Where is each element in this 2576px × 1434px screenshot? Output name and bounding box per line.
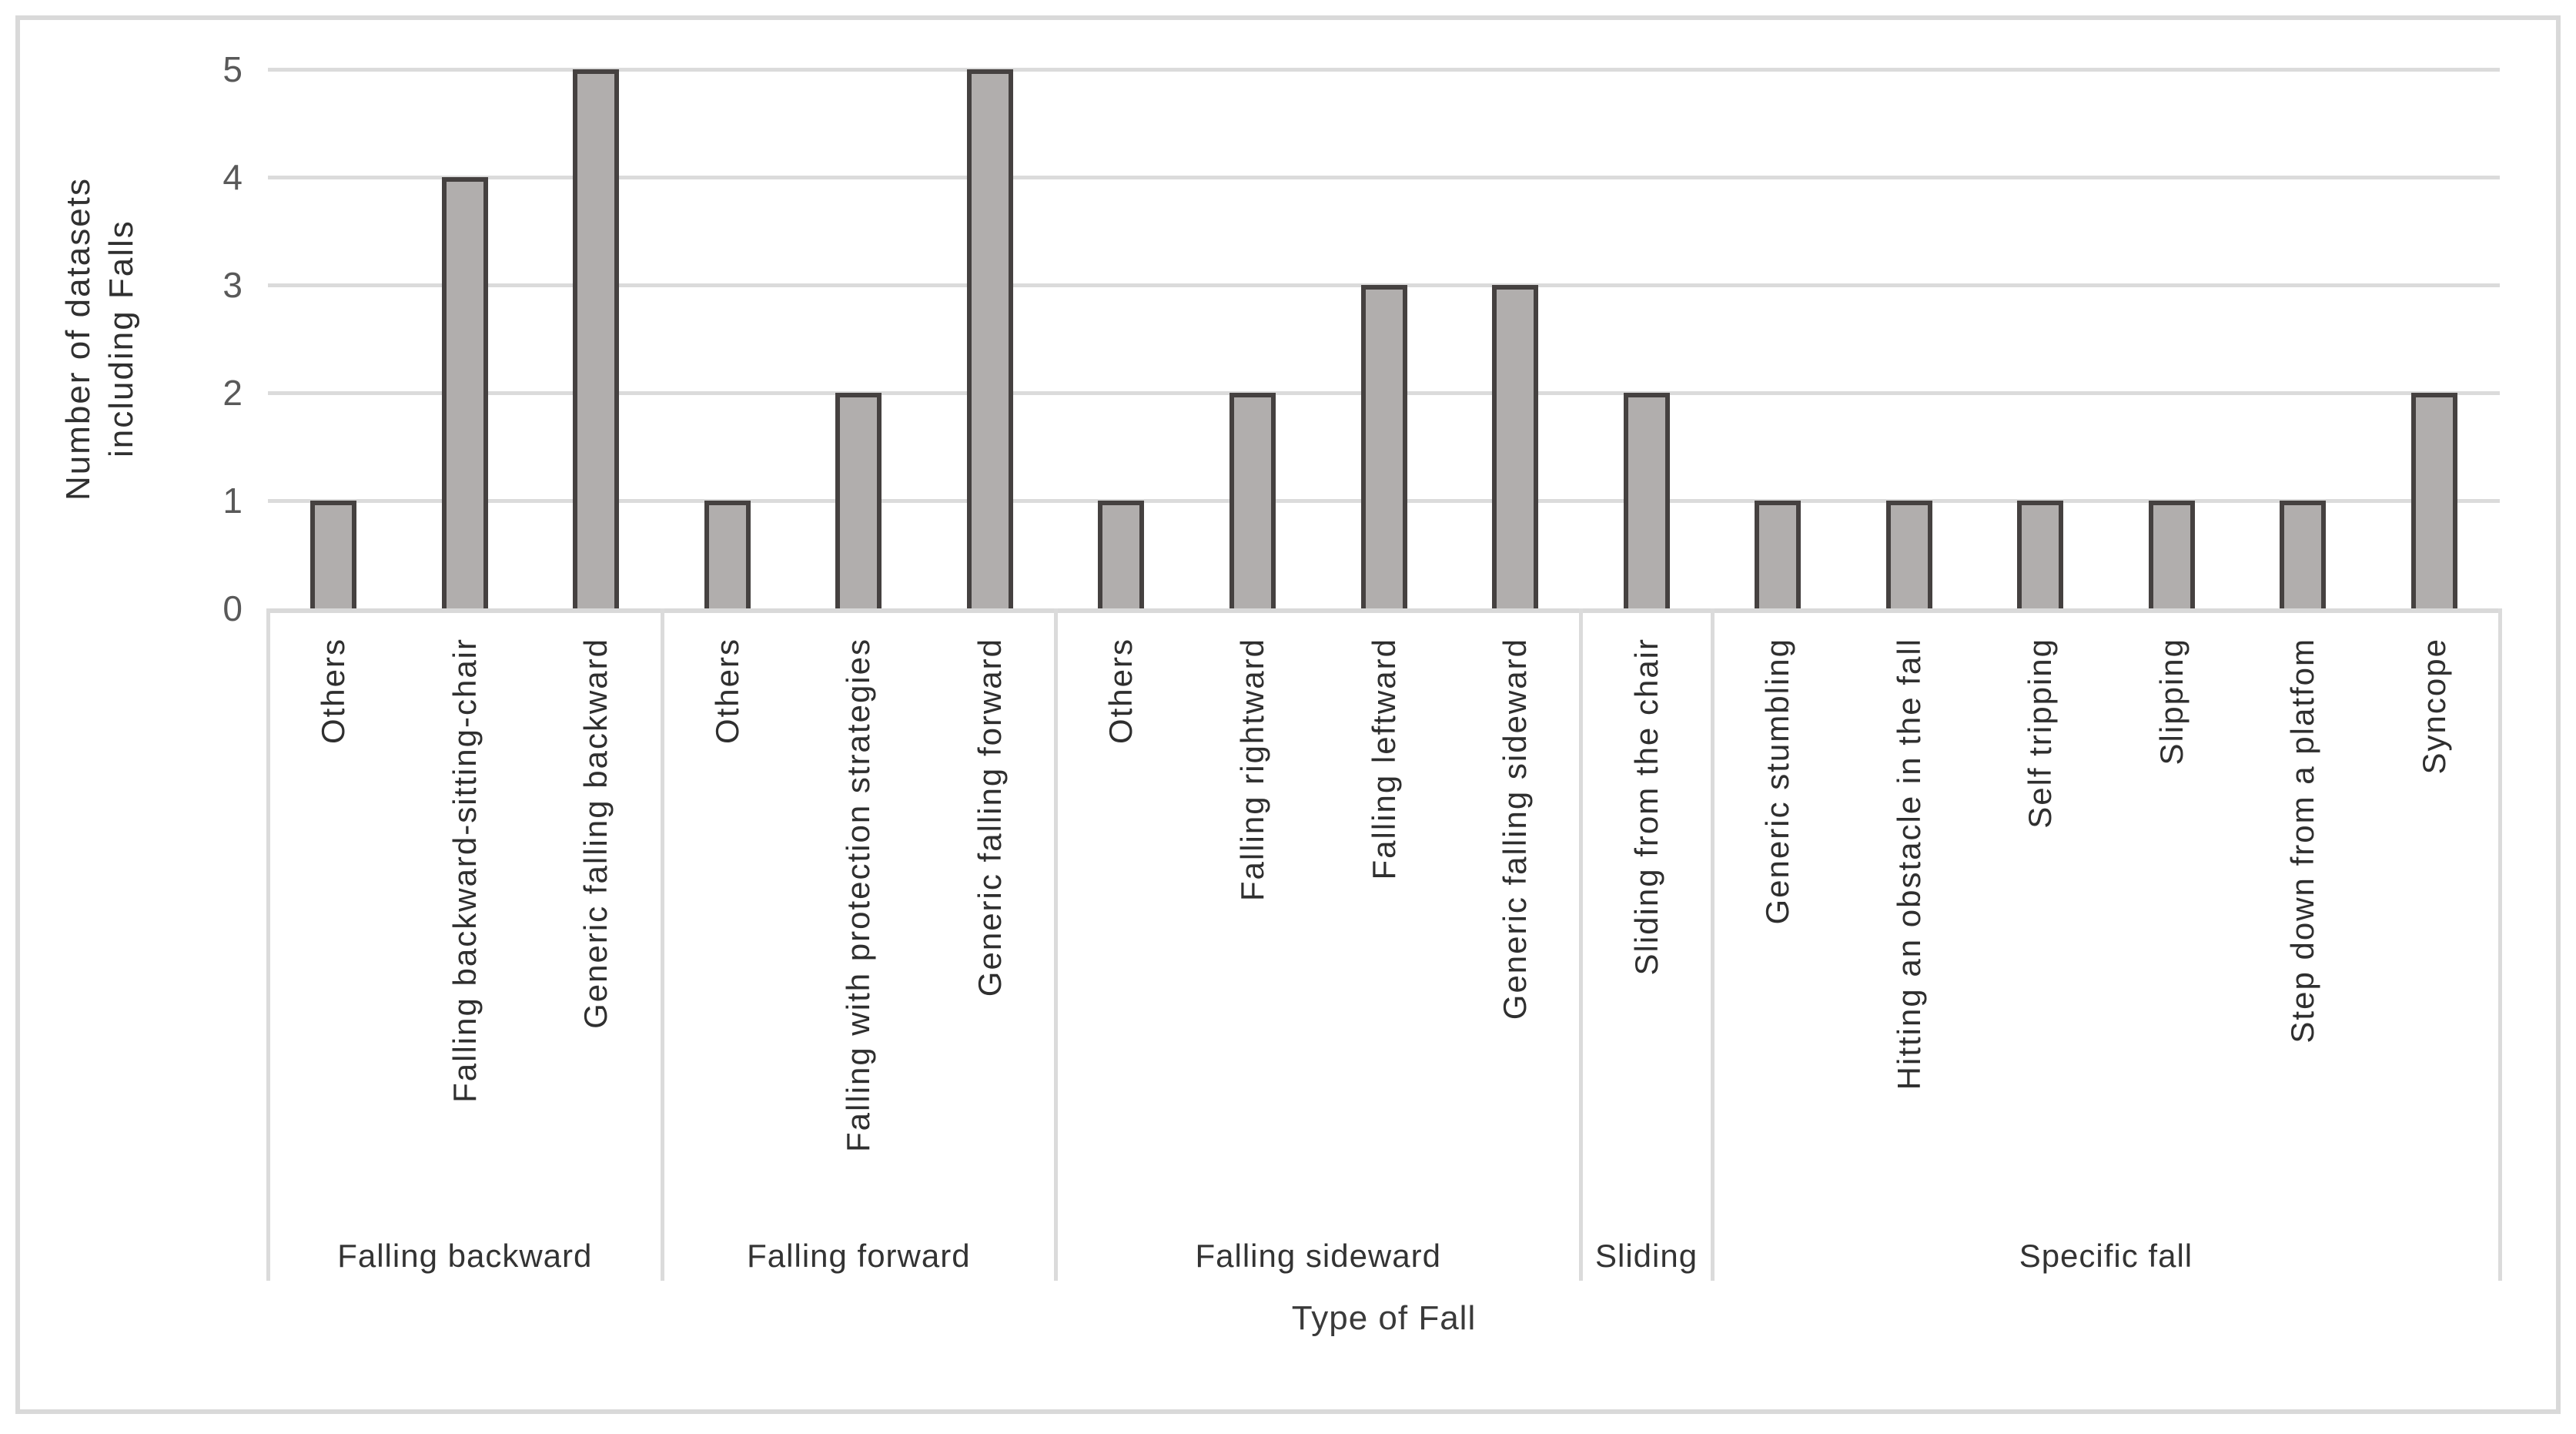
- y-tick-label: 3: [222, 265, 243, 305]
- group-label: Sliding: [1594, 1238, 1698, 1274]
- category-label: Others: [708, 638, 745, 745]
- bar: [1885, 501, 1932, 608]
- bar: [1755, 501, 1802, 608]
- group-divider: [266, 608, 270, 1281]
- bar: [966, 69, 1013, 608]
- group-divider: [1710, 608, 1715, 1281]
- group-label: Falling backward: [337, 1238, 593, 1274]
- category-label: Syncope: [2415, 638, 2452, 775]
- bar: [2017, 501, 2064, 608]
- gridline: [268, 176, 2500, 179]
- bar: [310, 501, 357, 608]
- y-tick-label: 0: [222, 588, 243, 628]
- group-divider: [2498, 608, 2502, 1281]
- x-axis-line: [268, 608, 2500, 613]
- category-label: Generic falling sideward: [1497, 638, 1534, 1020]
- category-label: Hitting an obstacle in the fall: [1890, 638, 1927, 1091]
- category-label: Self tripping: [2022, 638, 2059, 829]
- y-tick-label: 2: [222, 373, 243, 413]
- category-label: Step down from a platfom: [2284, 638, 2321, 1044]
- group-label: Falling sideward: [1195, 1238, 1441, 1274]
- bar: [1492, 285, 1539, 608]
- category-label: Slipping: [2153, 638, 2190, 766]
- bar: [2280, 501, 2327, 608]
- bar: [704, 501, 751, 608]
- bar: [1623, 393, 1670, 608]
- bar: [1098, 501, 1145, 608]
- category-label: Falling leftward: [1365, 638, 1402, 880]
- category-label: Falling with protection strategies: [840, 638, 877, 1152]
- group-label: Specific fall: [2019, 1238, 2193, 1274]
- group-divider: [1054, 608, 1059, 1281]
- category-label: Generic stumbling: [1759, 638, 1796, 925]
- bar: [1229, 393, 1276, 608]
- y-tick-label: 1: [222, 481, 243, 521]
- bar: [441, 177, 488, 608]
- category-label: Falling rightward: [1233, 638, 1270, 902]
- x-axis-title: Type of Fall: [1291, 1299, 1477, 1337]
- bar: [2148, 501, 2195, 608]
- category-label: Falling backward-sitting-chair: [446, 638, 483, 1103]
- group-label: Falling forward: [747, 1238, 971, 1274]
- group-divider: [660, 608, 664, 1281]
- y-axis-title: Number of datasets including Falls: [59, 177, 140, 501]
- category-label: Generic falling forward: [971, 638, 1008, 997]
- bar: [2410, 393, 2457, 608]
- y-tick-label: 4: [222, 157, 243, 197]
- group-divider: [1579, 608, 1584, 1281]
- chart-outer-frame: [15, 15, 2561, 1414]
- category-label: Sliding from the chair: [1628, 638, 1664, 976]
- category-label: Generic falling backward: [577, 638, 614, 1029]
- category-label: Others: [1102, 638, 1139, 745]
- bar: [835, 393, 882, 608]
- gridline: [268, 68, 2500, 72]
- bar: [573, 69, 620, 608]
- bar: [1360, 285, 1407, 608]
- category-label: Others: [315, 638, 352, 745]
- y-tick-label: 5: [222, 49, 243, 89]
